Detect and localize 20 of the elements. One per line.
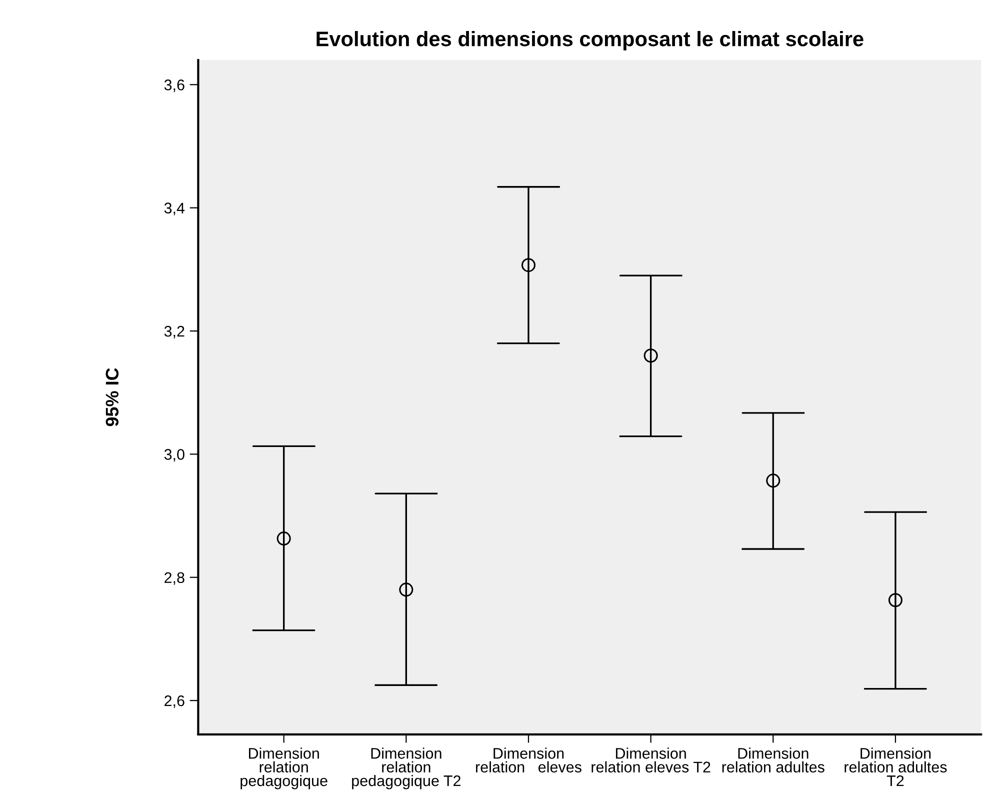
y-axis-title: 95% IC [106, 368, 119, 426]
point [399, 582, 414, 597]
x-tick-label: Dimension relation eleves [476, 748, 582, 773]
x-tick-label: Dimension relation adultes T2 [844, 748, 947, 786]
point [888, 593, 902, 608]
point [521, 258, 536, 272]
x-tick-label: Dimension relation pedagogique T2 [352, 748, 460, 790]
y-tick-label: 3,4 [164, 202, 185, 216]
x-tick-label: Dimension relation pedagogique [240, 748, 328, 790]
y-tick-label: 2,6 [164, 695, 184, 708]
point [276, 532, 291, 546]
y-tick-label: 2,8 [164, 572, 184, 585]
point [766, 474, 780, 488]
point [644, 348, 658, 363]
chart-title: Evolution des dimensions composant le climat scolaire [316, 31, 864, 50]
x-tick-label: Dimension relation adultes [722, 748, 824, 773]
x-tick-label: Dimension relation eleves T2 [592, 748, 710, 773]
y-tick-label: 3,2 [164, 326, 184, 338]
y-tick-label: 3,6 [164, 80, 184, 92]
y-tick-label: 3,0 [164, 449, 184, 462]
